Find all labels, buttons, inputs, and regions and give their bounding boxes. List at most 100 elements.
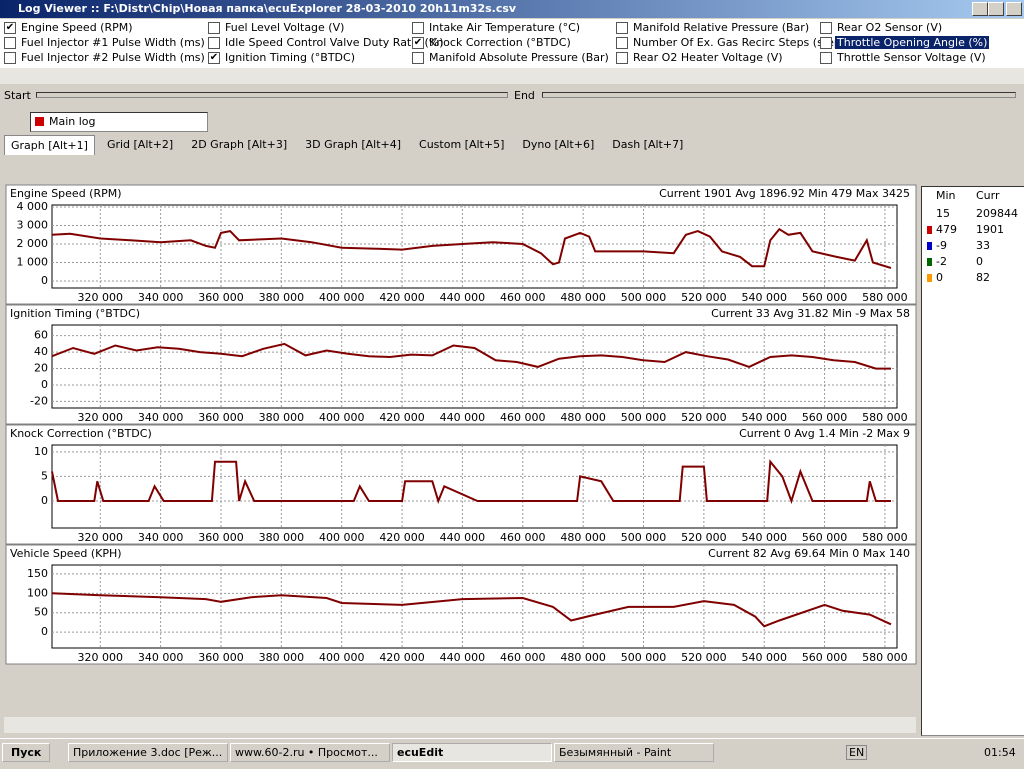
bottom-scrollbar[interactable] — [4, 717, 916, 733]
language[interactable]: EN — [846, 745, 868, 760]
task-button[interactable]: Безымянный - Paint — [554, 743, 714, 762]
x-tick-label: 520 000 — [681, 291, 727, 304]
y-tick-label: -20 — [30, 394, 48, 407]
x-tick-label: 540 000 — [741, 411, 787, 424]
table-cell: 15 — [936, 207, 950, 220]
tab[interactable]: Grid [Alt+2] — [106, 138, 174, 151]
start-label: Start — [4, 89, 31, 102]
tab[interactable]: Custom [Alt+5] — [419, 138, 505, 151]
chart-title: Knock Correction (°BTDC) — [10, 427, 152, 440]
parameter-label[interactable]: Manifold Absolute Pressure (Bar) — [429, 51, 609, 64]
checkbox[interactable]: ✔ — [208, 52, 220, 64]
checkbox[interactable] — [616, 37, 628, 49]
y-tick-label: 0 — [41, 274, 48, 287]
x-tick-label: 360 000 — [198, 291, 244, 304]
checkbox[interactable] — [820, 52, 832, 64]
tab[interactable]: Dyno [Alt+6] — [522, 138, 595, 151]
table-cell: 1901 — [976, 223, 1004, 236]
maximize-button[interactable] — [988, 2, 1004, 16]
y-tick-label: 4 000 — [17, 200, 49, 213]
y-tick-label: 60 — [34, 329, 48, 342]
checkbox[interactable] — [4, 52, 16, 64]
table-cell: 33 — [976, 239, 990, 252]
checkbox[interactable] — [208, 22, 220, 34]
x-tick-label: 340 000 — [138, 651, 184, 664]
parameter-label[interactable]: Throttle Opening Angle (%) — [835, 36, 990, 49]
checkbox[interactable] — [208, 37, 220, 49]
parameter-label[interactable]: Knock Correction (°BTDC) — [429, 36, 571, 49]
log-select[interactable]: Main log — [30, 112, 208, 132]
task-button[interactable]: www.60-2.ru • Просмот... — [230, 743, 390, 762]
x-tick-label: 440 000 — [440, 531, 486, 544]
chart-stats: Current 33 Avg 31.82 Min -9 Max 58 — [711, 307, 910, 320]
task-button[interactable]: ecuEdit — [392, 743, 552, 762]
x-tick-label: 480 000 — [560, 291, 606, 304]
parameter-label[interactable]: Intake Air Temperature (°C) — [429, 21, 581, 34]
checkbox[interactable] — [820, 37, 832, 49]
parameter-list: ✔ Engine Speed (RPM) Fuel Injector #1 Puls… — [0, 19, 1024, 68]
tab[interactable]: Graph [Alt+1] — [4, 135, 95, 155]
parameter-label[interactable]: Fuel Level Voltage (V) — [225, 21, 345, 34]
x-tick-label: 480 000 — [560, 411, 606, 424]
y-tick-label: 0 — [41, 378, 48, 391]
checkbox[interactable] — [412, 22, 424, 34]
x-tick-label: 340 000 — [138, 531, 184, 544]
y-tick-label: 0 — [41, 625, 48, 638]
checkbox[interactable]: ✔ — [4, 22, 16, 34]
start-slider[interactable] — [36, 92, 508, 98]
table-cell: 82 — [976, 271, 990, 284]
task-button[interactable]: Приложение 3.doc [Реж... — [68, 743, 228, 762]
window-title: Log Viewer :: F:\Distr\Chip\Новая папка\… — [18, 2, 517, 15]
end-slider[interactable] — [542, 92, 1016, 98]
parameter-label[interactable]: Ignition Timing (°BTDC) — [225, 51, 355, 64]
x-tick-label: 420 000 — [379, 411, 425, 424]
close-button[interactable] — [1006, 2, 1022, 16]
x-tick-label: 520 000 — [681, 651, 727, 664]
checkbox[interactable] — [412, 52, 424, 64]
charts: Engine Speed (RPM) Current 1901 Avg 1896.… — [4, 184, 920, 716]
parameter-label[interactable]: Rear O2 Heater Voltage (V) — [633, 51, 783, 64]
y-tick-label: 3 000 — [17, 219, 49, 232]
parameter-label[interactable]: Number Of Ex. Gas Recirc Steps (steps) — [633, 36, 851, 49]
checkbox[interactable] — [820, 22, 832, 34]
plot-area — [51, 204, 898, 289]
data-line — [51, 227, 892, 269]
h-scrollbar[interactable] — [0, 68, 1024, 84]
checkbox[interactable]: ✔ — [412, 37, 424, 49]
parameter-label[interactable]: Fuel Injector #2 Pulse Width (ms) — [21, 51, 205, 64]
tab[interactable]: 3D Graph [Alt+4] — [305, 138, 402, 151]
row-color — [927, 258, 932, 266]
x-tick-label: 320 000 — [78, 531, 124, 544]
minimize-button[interactable] — [972, 2, 988, 16]
start-button[interactable]: Пуск — [2, 743, 51, 762]
checkbox[interactable] — [616, 22, 628, 34]
x-tick-label: 360 000 — [198, 531, 244, 544]
parameter-label[interactable]: Engine Speed (RPM) — [21, 21, 133, 34]
x-tick-label: 540 000 — [741, 291, 787, 304]
parameter-label[interactable]: Throttle Sensor Voltage (V) — [837, 51, 986, 64]
x-tick-label: 400 000 — [319, 651, 365, 664]
y-tick-label: 20 — [34, 362, 48, 375]
parameter-label[interactable]: Manifold Relative Pressure (Bar) — [633, 21, 810, 34]
checkbox[interactable] — [616, 52, 628, 64]
data-line — [51, 592, 892, 628]
parameter-label[interactable]: Fuel Injector #1 Pulse Width (ms) — [21, 36, 205, 49]
chart-title: Engine Speed (RPM) — [10, 187, 122, 200]
tab[interactable]: 2D Graph [Alt+3] — [191, 138, 288, 151]
checkbox[interactable] — [4, 37, 16, 49]
x-tick-label: 480 000 — [560, 531, 606, 544]
y-tick-label: 10 — [34, 445, 48, 458]
x-tick-label: 380 000 — [259, 411, 305, 424]
x-tick-label: 420 000 — [379, 651, 425, 664]
x-tick-label: 480 000 — [560, 651, 606, 664]
plot-area — [51, 444, 898, 529]
tab[interactable]: Dash [Alt+7] — [612, 138, 684, 151]
x-tick-label: 580 000 — [862, 651, 908, 664]
log-color — [35, 117, 44, 126]
x-tick-label: 440 000 — [440, 651, 486, 664]
y-tick-label: 1 000 — [17, 255, 49, 268]
parameter-label[interactable]: Rear O2 Sensor (V) — [837, 21, 943, 34]
y-tick-label: 50 — [34, 606, 48, 619]
x-tick-label: 400 000 — [319, 531, 365, 544]
parameter-label[interactable]: Idle Speed Control Valve Duty Ratio (%) — [225, 36, 444, 49]
